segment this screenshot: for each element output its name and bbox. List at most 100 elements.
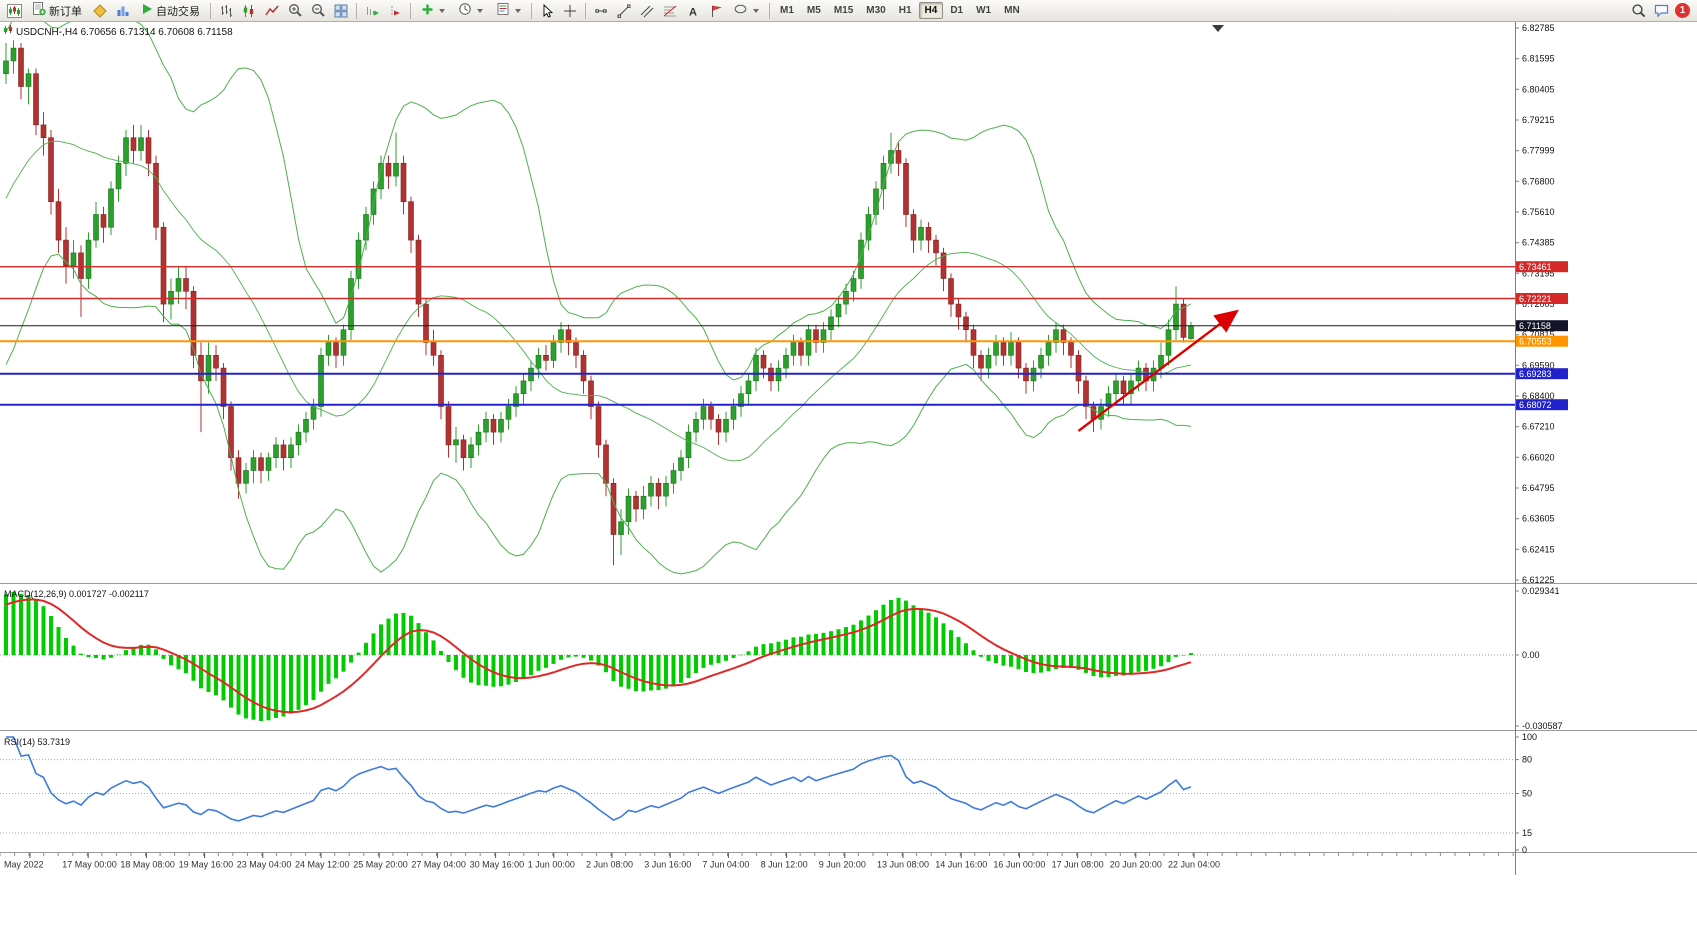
- svg-text:6.61225: 6.61225: [1522, 575, 1555, 585]
- candlestick-chart-icon[interactable]: [238, 1, 260, 20]
- add-indicator-button[interactable]: [415, 1, 451, 20]
- timeframe-button-W1[interactable]: W1: [970, 2, 997, 19]
- zoom-in-icon[interactable]: [284, 1, 306, 20]
- timeframe-button-D1[interactable]: D1: [944, 2, 969, 19]
- svg-text:50: 50: [1522, 789, 1532, 799]
- svg-text:80: 80: [1522, 755, 1532, 765]
- chart-title: USDCNH-,H4 6.70656 6.71314 6.70608 6.711…: [4, 25, 233, 38]
- clock-icon: [458, 2, 472, 19]
- history-icon[interactable]: [112, 1, 134, 20]
- fibonacci-icon[interactable]: [659, 1, 681, 20]
- price-tag-6.69283: 6.69283: [1516, 368, 1568, 380]
- svg-text:6.79215: 6.79215: [1522, 115, 1555, 125]
- new-order-icon: [32, 2, 46, 19]
- rsi-line: [6, 736, 1192, 822]
- notification-badge[interactable]: 1: [1675, 3, 1690, 18]
- timeframe-button-H4[interactable]: H4: [918, 2, 944, 19]
- svg-text:20 Jun 20:00: 20 Jun 20:00: [1110, 860, 1162, 870]
- svg-text:100: 100: [1522, 732, 1537, 742]
- svg-text:17 May 00:00: 17 May 00:00: [62, 860, 117, 870]
- chart-area[interactable]: 6.82785 6.81595 6.80405 6.79215 6.77999 6.768…: [0, 22, 1697, 942]
- rsi-label: RSI(14) 53.7319: [4, 737, 70, 747]
- svg-text:0.00: 0.00: [1522, 650, 1540, 660]
- svg-text:6.76800: 6.76800: [1522, 176, 1555, 186]
- text-tool-icon[interactable]: A: [682, 1, 704, 20]
- chart-shift-icon[interactable]: [384, 1, 406, 20]
- bar-chart-icon[interactable]: [215, 1, 237, 20]
- svg-text:9 Jun 20:00: 9 Jun 20:00: [819, 860, 866, 870]
- chart-canvas[interactable]: 6.82785 6.81595 6.80405 6.79215 6.77999 6.768…: [0, 22, 1697, 942]
- chart-window-icon[interactable]: [3, 1, 25, 20]
- label-tool-icon[interactable]: [705, 1, 727, 20]
- equidistant-channel-icon[interactable]: [636, 1, 658, 20]
- timeframe-button-MN[interactable]: MN: [998, 2, 1026, 19]
- svg-text:2 Jun 08:00: 2 Jun 08:00: [586, 860, 633, 870]
- svg-text:18 May 08:00: 18 May 08:00: [120, 860, 175, 870]
- timeframe-button-M5[interactable]: M5: [801, 2, 827, 19]
- svg-text:0.029341: 0.029341: [1522, 586, 1560, 596]
- svg-text:A: A: [689, 6, 697, 18]
- separator: [410, 2, 411, 19]
- crosshair-icon[interactable]: [559, 1, 581, 20]
- svg-text:6.75610: 6.75610: [1522, 207, 1555, 217]
- svg-text:6.73461: 6.73461: [1519, 262, 1552, 272]
- timeframe-button-M15[interactable]: M15: [828, 2, 859, 19]
- svg-text:6.67210: 6.67210: [1522, 422, 1555, 432]
- timeframe-button-M1[interactable]: M1: [774, 2, 800, 19]
- separator: [531, 2, 532, 19]
- line-chart-icon[interactable]: [261, 1, 283, 20]
- separator: [769, 2, 770, 19]
- periods-button[interactable]: [452, 1, 489, 20]
- svg-text:14 Jun 16:00: 14 Jun 16:00: [935, 860, 987, 870]
- add-indicator-icon: [421, 3, 434, 19]
- tile-windows-icon[interactable]: [330, 1, 352, 20]
- svg-text:24 May 12:00: 24 May 12:00: [295, 860, 350, 870]
- shapes-button[interactable]: [728, 1, 765, 20]
- separator: [210, 2, 211, 19]
- trendline-icon[interactable]: [613, 1, 635, 20]
- price-tag-6.68072: 6.68072: [1516, 399, 1568, 411]
- market-icon[interactable]: [89, 1, 111, 20]
- price-tag-6.73461: 6.73461: [1516, 261, 1568, 272]
- horizontal-line-icon[interactable]: [590, 1, 612, 20]
- macd-label: MACD(12,26,9) 0.001727 -0.002117: [4, 589, 149, 599]
- svg-text:6.80405: 6.80405: [1522, 84, 1555, 94]
- svg-text:19 May 16:00: 19 May 16:00: [179, 860, 234, 870]
- zoom-out-icon[interactable]: [307, 1, 329, 20]
- candles: [3, 40, 1194, 566]
- svg-text:6.73195: 6.73195: [1522, 268, 1555, 278]
- shapes-icon: [734, 3, 748, 18]
- template-icon: [496, 2, 510, 19]
- svg-text:6.71158: 6.71158: [1519, 321, 1551, 331]
- svg-text:15: 15: [1522, 828, 1532, 838]
- bollinger-bands[interactable]: [5, 22, 1192, 575]
- svg-text:30 May 16:00: 30 May 16:00: [470, 860, 525, 870]
- svg-text:3 Jun 16:00: 3 Jun 16:00: [644, 860, 691, 870]
- cursor-icon[interactable]: [536, 1, 558, 20]
- svg-text:May 2022: May 2022: [4, 860, 44, 870]
- chevron-down-icon: [515, 8, 521, 13]
- svg-text:USDCNH-,H4 6.70656 6.71314 6.: USDCNH-,H4 6.70656 6.71314 6.70608 6.711…: [16, 27, 233, 38]
- chart-shift-marker[interactable]: [1212, 25, 1224, 32]
- svg-text:6.77999: 6.77999: [1522, 146, 1555, 156]
- svg-text:6.72221: 6.72221: [1519, 294, 1552, 304]
- chat-icon[interactable]: [1651, 1, 1673, 20]
- new-order-button[interactable]: 新订单: [26, 1, 88, 20]
- templates-button[interactable]: [490, 1, 527, 20]
- price-axis: 6.82785 6.81595 6.80405 6.79215 6.77999 6.768…: [1515, 22, 1555, 875]
- price-tag-current: 6.71158: [1516, 320, 1568, 332]
- svg-text:6.74385: 6.74385: [1522, 238, 1555, 248]
- auto-scroll-icon[interactable]: [361, 1, 383, 20]
- search-icon[interactable]: [1628, 1, 1650, 20]
- auto-trading-button[interactable]: 自动交易: [135, 1, 206, 20]
- auto-trading-label: 自动交易: [156, 5, 200, 18]
- svg-text:13 Jun 08:00: 13 Jun 08:00: [877, 860, 929, 870]
- trend-arrow[interactable]: [1077, 309, 1239, 432]
- timeframe-button-M30[interactable]: M30: [860, 2, 891, 19]
- new-order-label: 新订单: [49, 5, 82, 18]
- svg-text:6.70815: 6.70815: [1522, 330, 1555, 340]
- play-icon: [141, 3, 153, 18]
- svg-text:27 May 04:00: 27 May 04:00: [411, 860, 466, 870]
- timeframe-button-H1[interactable]: H1: [893, 2, 918, 19]
- svg-text:6.63605: 6.63605: [1522, 514, 1555, 524]
